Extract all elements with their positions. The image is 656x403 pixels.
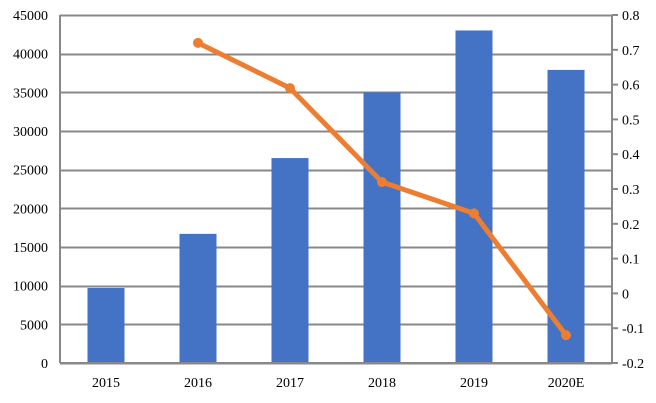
bar-2018 (363, 92, 401, 363)
right-axis-tick-label: 0.6 (622, 79, 640, 94)
left-axis-tick-labels: 0 5000 10000 15000 20000 25000 30000 35000 40000… (13, 9, 48, 372)
right-axis-tick-label: 0.8 (622, 9, 640, 24)
x-axis-tick-label: 2015 (92, 376, 120, 391)
left-axis-tick-label: 40000 (13, 48, 48, 63)
right-axis-tick-label: 0.2 (622, 218, 640, 233)
right-axis-tick-label: 0.4 (622, 148, 640, 163)
left-axis-tick-label: 25000 (13, 164, 48, 179)
bar-series (87, 30, 585, 363)
x-axis-tick-label: 2020E (548, 376, 585, 391)
bar-2015 (87, 287, 125, 363)
bar-2020E (547, 69, 585, 363)
line-marker-2019 (469, 208, 479, 219)
right-axis-tick-label: 0.1 (622, 253, 640, 268)
line-marker-2020E (561, 330, 571, 341)
right-axis-tick-label: 0 (622, 287, 629, 302)
x-axis-tick-label: 2017 (276, 376, 304, 391)
x-axis-tick-label: 2016 (184, 376, 212, 391)
right-axis-tick-label: 0.3 (622, 183, 640, 198)
right-axis-tick-label: -0.2 (622, 357, 644, 372)
gridlines (60, 14, 612, 365)
left-axis-tick-label: 45000 (13, 9, 48, 24)
left-axis-tick-label: 35000 (13, 86, 48, 101)
x-axis-tick-label: 2019 (460, 376, 488, 391)
left-axis-tick-label: 5000 (20, 318, 48, 333)
line-marker-2016 (193, 37, 203, 48)
right-axis-tick-label: 0.5 (622, 113, 640, 128)
line-marker-2017 (285, 83, 295, 94)
right-axis-tick-labels: -0.2 -0.1 0 0.1 0.2 0.3 0.4 0.5 0.6 0.7 0.8 (622, 9, 644, 372)
left-axis-tick-label: 15000 (13, 241, 48, 256)
right-axis-tick-label: 0.7 (622, 44, 640, 59)
x-axis-tick-label: 2018 (368, 376, 396, 391)
line-series (193, 37, 571, 341)
x-axis-tick-labels: 2015 2016 2017 2018 2019 2020E (92, 376, 584, 391)
bar-2016 (179, 233, 217, 363)
left-axis-tick-label: 30000 (13, 125, 48, 140)
line-marker-2018 (377, 177, 387, 188)
bar-2017 (271, 158, 309, 363)
left-axis-tick-label: 0 (41, 357, 48, 372)
left-axis-tick-label: 10000 (13, 280, 48, 295)
axes (59, 14, 618, 364)
bar-2019 (455, 30, 493, 363)
right-axis-tick-label: -0.1 (622, 322, 644, 337)
left-axis-tick-label: 20000 (13, 202, 48, 217)
